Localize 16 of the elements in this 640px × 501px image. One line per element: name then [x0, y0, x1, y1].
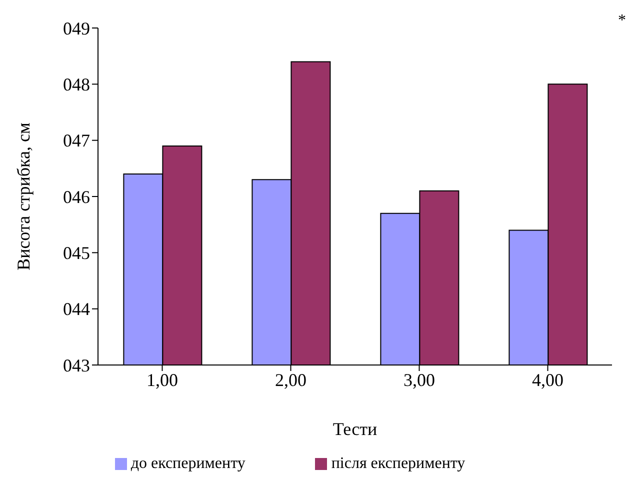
- x-tick-label: 4,00: [532, 370, 564, 390]
- y-axis-title: Висота стрибка, см: [13, 122, 34, 270]
- y-tick-label: 048: [63, 74, 90, 95]
- text: *: [618, 12, 626, 30]
- y-tick-label: 049: [63, 18, 90, 38]
- legend-label: до експерименту: [130, 455, 246, 472]
- y-tick-label: 045: [63, 243, 90, 264]
- y-tick-label: 046: [63, 186, 90, 207]
- y-tick-label: 047: [63, 130, 90, 151]
- x-tick-label: 3,00: [404, 370, 435, 390]
- legend-label: після експерименту: [331, 455, 466, 472]
- x-axis-title: Тести: [332, 419, 378, 439]
- x-tick-label: 1,00: [146, 370, 178, 390]
- y-tick-label: 043: [63, 355, 90, 376]
- x-tick-label: 2,00: [275, 370, 306, 390]
- y-tick-label: 044: [63, 299, 90, 320]
